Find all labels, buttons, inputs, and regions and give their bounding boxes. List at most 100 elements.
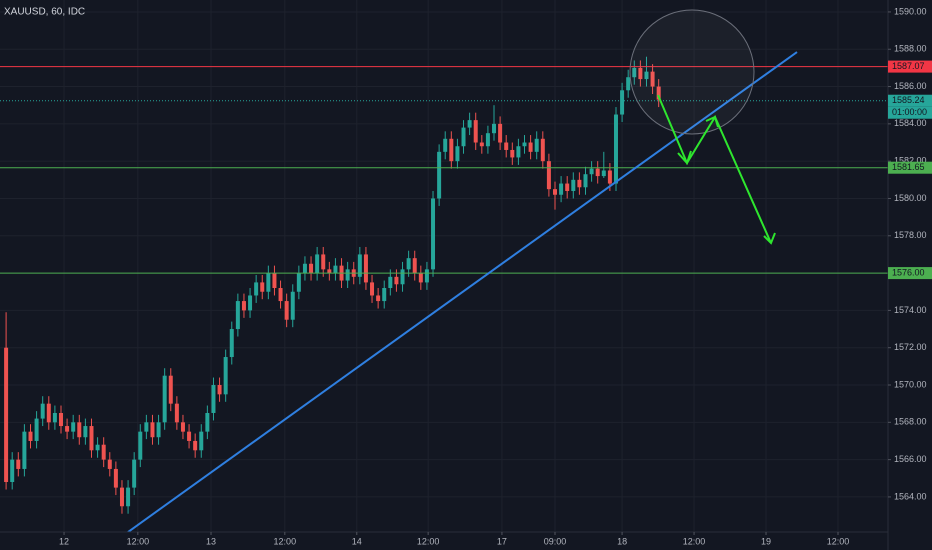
candle-body — [290, 291, 295, 320]
candle-body — [595, 168, 600, 177]
x-tick-label: 12:00 — [827, 536, 850, 546]
candle-body — [10, 459, 15, 483]
candle-body — [504, 142, 509, 150]
x-tick-label: 17 — [497, 536, 507, 546]
candle-body — [113, 468, 118, 488]
trendline — [127, 51, 798, 533]
candle-body — [650, 71, 655, 87]
candle-body — [241, 301, 246, 311]
candle-body — [528, 142, 533, 152]
candle-body — [479, 142, 484, 147]
candle-body — [455, 146, 460, 162]
candle-body — [296, 273, 301, 292]
candle-body — [138, 431, 143, 460]
y-tick-label: 1574.00 — [894, 305, 927, 315]
candle-body — [266, 273, 271, 292]
price-label-box — [888, 161, 932, 174]
candle-body — [461, 127, 466, 147]
candle-body — [28, 431, 33, 441]
candle-body — [382, 288, 387, 302]
y-tick-label: 1564.00 — [894, 491, 927, 501]
x-tick-label: 12 — [59, 536, 69, 546]
y-tick-label: 1590.00 — [894, 6, 927, 16]
candle-body — [248, 295, 253, 311]
x-tick-label: 12:00 — [683, 536, 706, 546]
candle-body — [363, 254, 368, 283]
price-label: 1587.07 — [892, 61, 925, 71]
candle-body — [315, 254, 320, 274]
candle-body — [613, 114, 618, 184]
candle-body — [284, 301, 289, 320]
candle-body — [229, 329, 234, 358]
highlight-circle — [629, 9, 755, 135]
candle-body — [101, 444, 106, 460]
candle-body — [107, 459, 112, 469]
candle-body — [656, 86, 661, 100]
candle-body — [473, 120, 478, 143]
y-tick-label: 1584.00 — [894, 118, 927, 128]
x-tick-label: 09:00 — [544, 536, 567, 546]
candle-body — [443, 138, 448, 152]
candle-body — [632, 67, 637, 78]
countdown-box — [888, 106, 932, 119]
candle-body — [498, 123, 503, 143]
y-tick-label: 1582.00 — [894, 156, 927, 166]
candle-body — [424, 269, 429, 283]
candle-body — [65, 426, 70, 432]
candle-body — [34, 418, 39, 441]
time-axis — [0, 532, 888, 550]
candle-body — [400, 269, 405, 285]
candle-body — [589, 168, 594, 175]
candle-body — [302, 263, 307, 274]
candle-body — [357, 254, 362, 277]
candle-body — [150, 422, 155, 438]
candle-body — [406, 258, 411, 270]
candle-body — [180, 422, 185, 432]
x-tick-label: 12:00 — [274, 536, 297, 546]
candle-body — [540, 138, 545, 162]
candle-body — [333, 265, 338, 274]
candle-body — [644, 71, 649, 80]
candle-body — [583, 174, 588, 188]
y-tick-label: 1586.00 — [894, 81, 927, 91]
candle-body — [223, 357, 228, 395]
candle-body — [22, 431, 27, 469]
candle-body — [162, 375, 167, 423]
candle-body — [345, 269, 350, 281]
x-tick-label: 12:00 — [127, 536, 150, 546]
candle-body — [52, 412, 57, 423]
candle-body — [46, 403, 51, 423]
candle-body — [510, 149, 515, 158]
candle-body — [77, 422, 82, 438]
candle-body — [217, 385, 222, 395]
candle-body — [211, 385, 216, 413]
x-tick-label: 13 — [206, 536, 216, 546]
candle-body — [199, 431, 204, 451]
candle-body — [278, 288, 283, 302]
chart-title: XAUUSD, 60, IDC — [4, 7, 85, 18]
candle-body — [638, 67, 643, 80]
candle-body — [376, 295, 381, 302]
candle-body — [485, 133, 490, 147]
candle-body — [89, 426, 94, 451]
candle-body — [58, 412, 63, 427]
y-tick-label: 1588.00 — [894, 44, 927, 54]
candle-body — [254, 282, 259, 296]
candle-body — [272, 273, 277, 289]
candle-body — [577, 179, 582, 188]
price-label-box — [888, 267, 932, 280]
candle-body — [309, 263, 314, 274]
plot — [0, 56, 888, 514]
candle-body — [4, 347, 9, 483]
candle-body — [546, 161, 551, 190]
candle-body — [83, 426, 88, 438]
y-tick-label: 1578.00 — [894, 230, 927, 240]
candle-body — [553, 189, 557, 195]
price-label: 1581.65 — [892, 162, 925, 172]
candle-body — [16, 459, 21, 469]
candle-body — [394, 276, 399, 285]
y-tick-label: 1568.00 — [894, 417, 927, 427]
candle-body — [559, 183, 564, 195]
candle-body — [388, 276, 393, 289]
